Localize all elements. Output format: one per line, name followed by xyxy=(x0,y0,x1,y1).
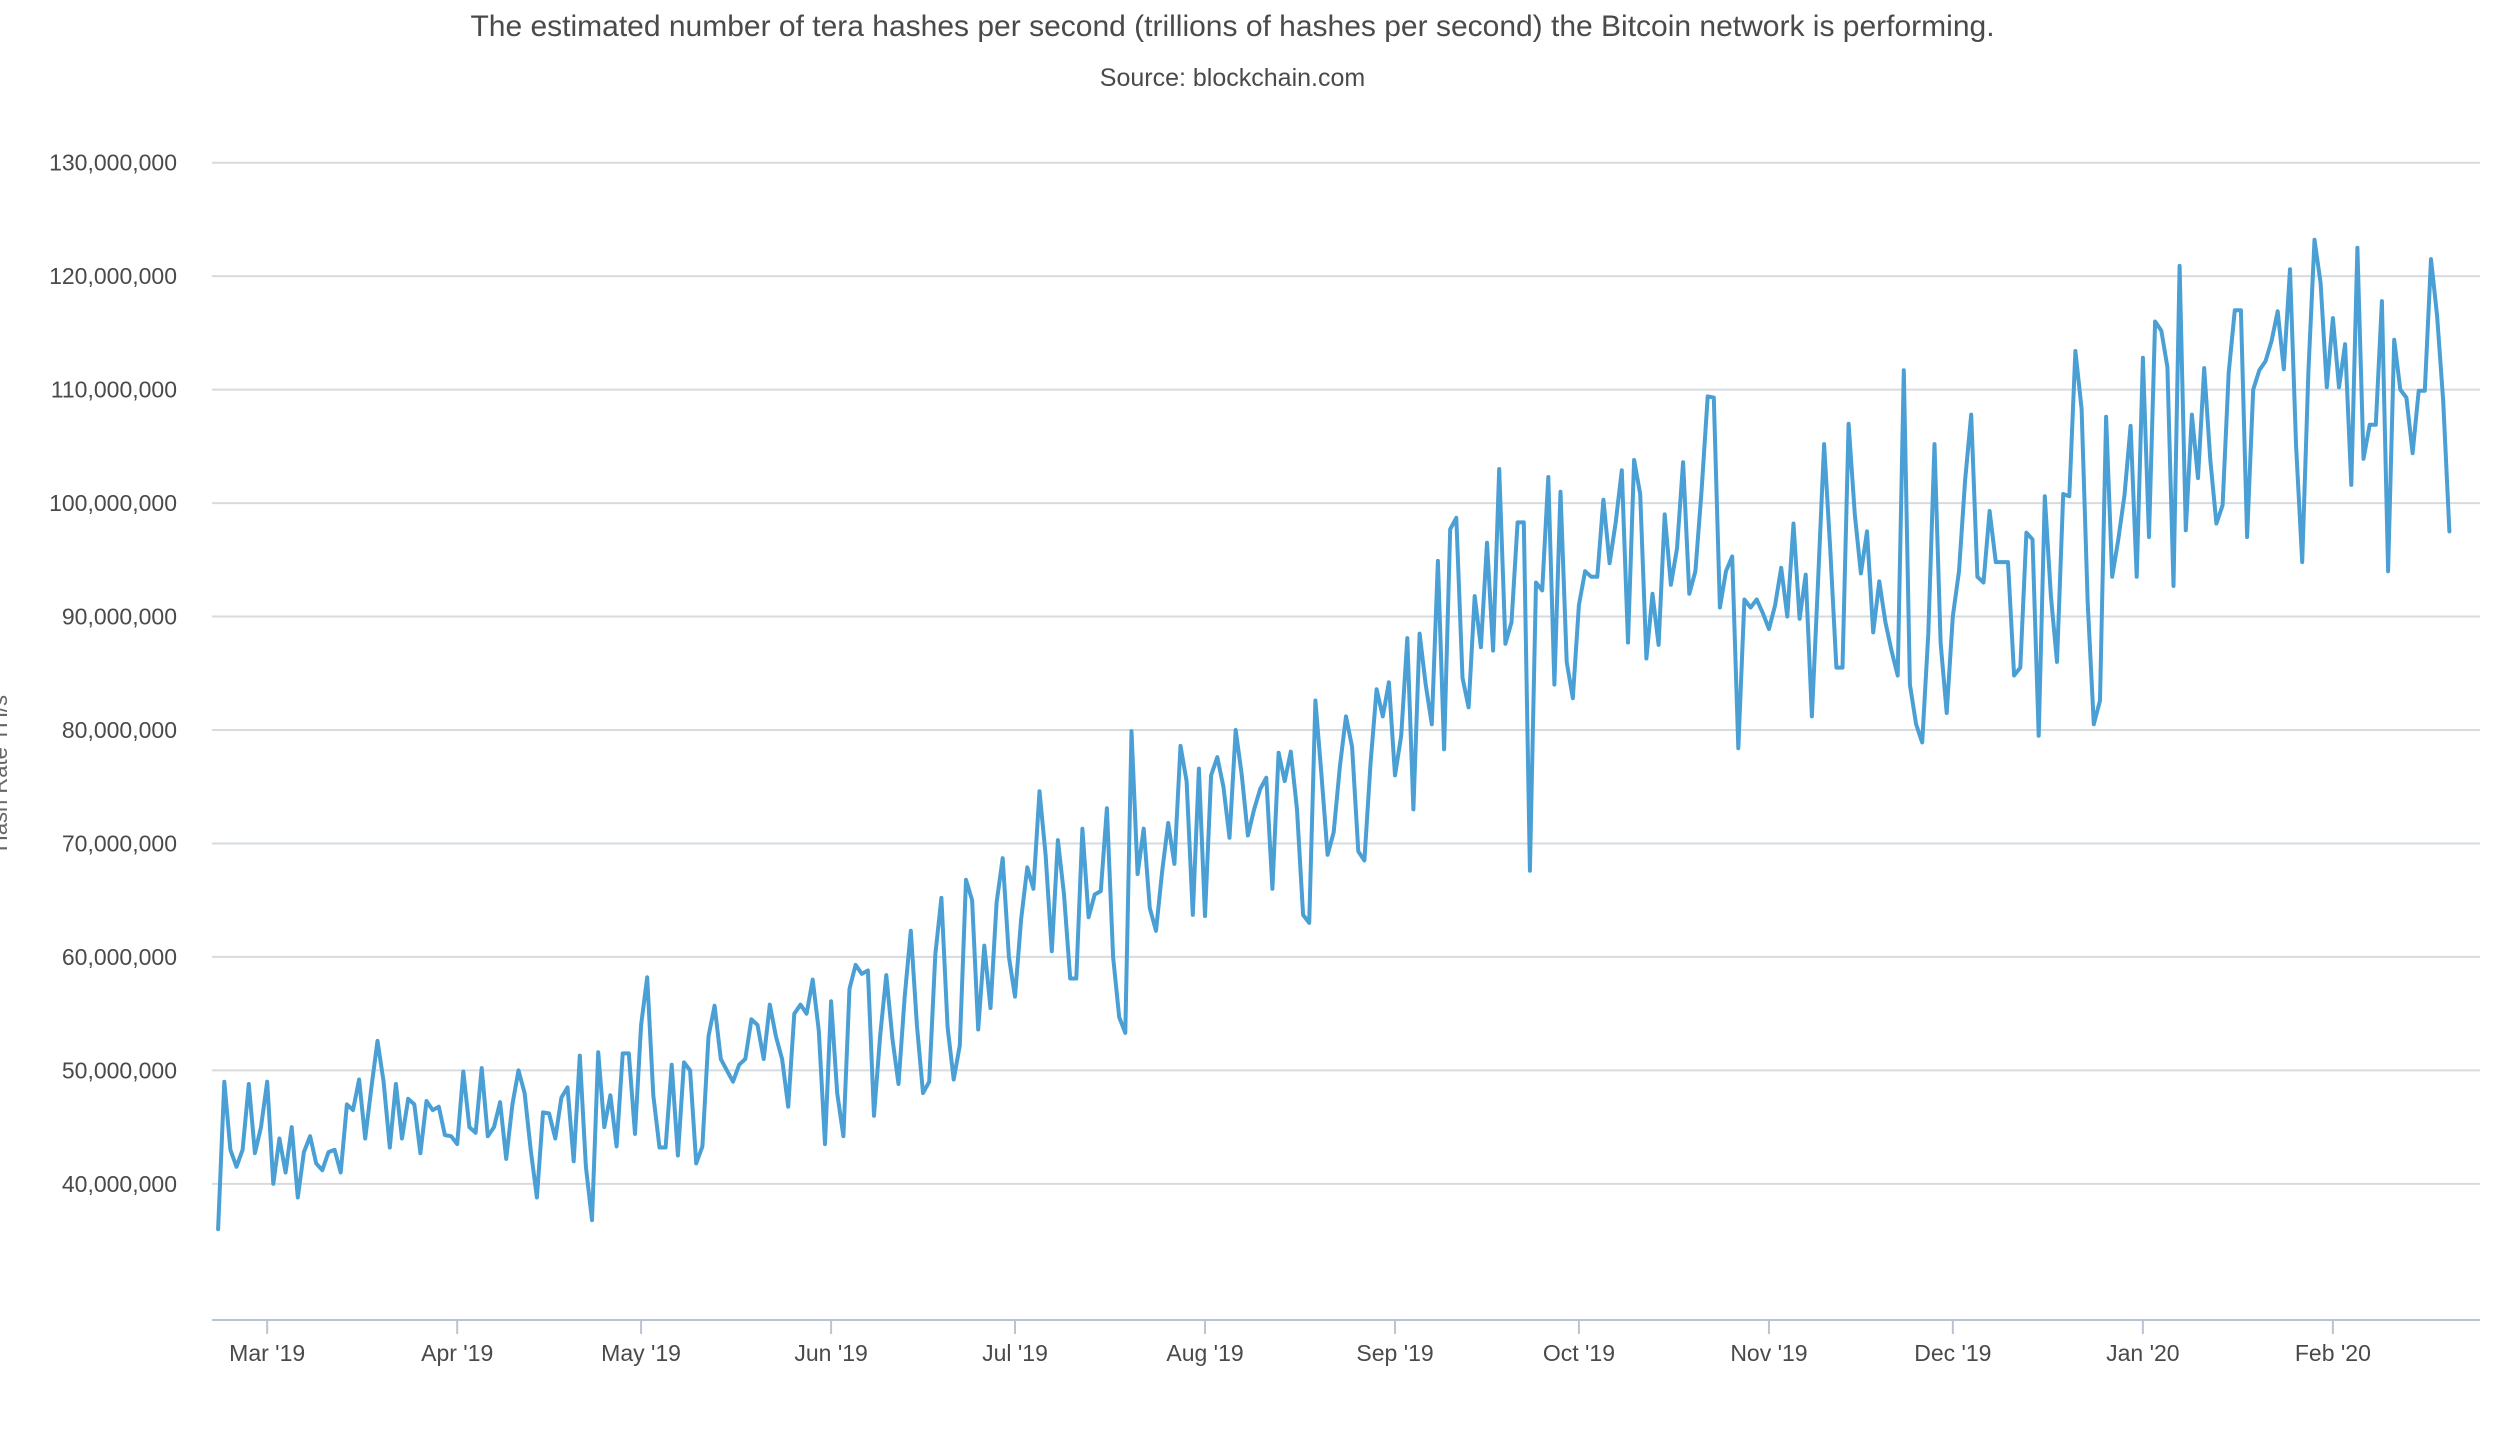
y-tick-label: 90,000,000 xyxy=(62,604,177,630)
x-tick-label: Jan '20 xyxy=(2106,1340,2179,1366)
x-tick-label: Feb '20 xyxy=(2295,1340,2371,1366)
x-tick-label: Aug '19 xyxy=(1166,1340,1243,1366)
x-axis xyxy=(212,1319,2480,1334)
y-tick-label: 110,000,000 xyxy=(51,377,177,403)
x-tick-label: May '19 xyxy=(601,1340,681,1366)
x-tick-label: Jul '19 xyxy=(982,1340,1048,1366)
x-tick-label: Mar '19 xyxy=(229,1340,305,1366)
y-tick-label: 70,000,000 xyxy=(62,830,177,856)
x-axis-ticks: Mar '19 Apr '19 May '19 Jun '19 Jul '19 Aug '… xyxy=(229,1340,2371,1366)
x-tick-label: Apr '19 xyxy=(421,1340,493,1366)
x-tick-label: Dec '19 xyxy=(1914,1340,1991,1366)
chart-subtitle: Source: blockchain.com xyxy=(1099,64,1366,92)
y-tick-label: 50,000,000 xyxy=(62,1057,177,1083)
y-tick-label: 100,000,000 xyxy=(49,490,177,516)
x-tick-label: Sep '19 xyxy=(1356,1340,1433,1366)
x-tick-label: Nov '19 xyxy=(1730,1340,1807,1366)
x-tick-label: Oct '19 xyxy=(1543,1340,1615,1366)
series-line xyxy=(216,237,2452,1232)
grid-lines xyxy=(212,161,2480,1185)
y-tick-label: 130,000,000 xyxy=(49,150,177,176)
y-axis-ticks: 40,000,000 50,000,000 60,000,000 70,000,000… xyxy=(49,150,177,1197)
y-tick-label: 60,000,000 xyxy=(62,944,177,970)
chart-title: The estimated number of tera hashes per … xyxy=(470,10,1995,43)
series-layer xyxy=(216,237,2452,1232)
y-tick-label: 120,000,000 xyxy=(49,263,177,289)
y-tick-label: 80,000,000 xyxy=(62,717,177,743)
y-tick-label: 40,000,000 xyxy=(62,1171,177,1197)
x-tick-label: Jun '19 xyxy=(794,1340,867,1366)
